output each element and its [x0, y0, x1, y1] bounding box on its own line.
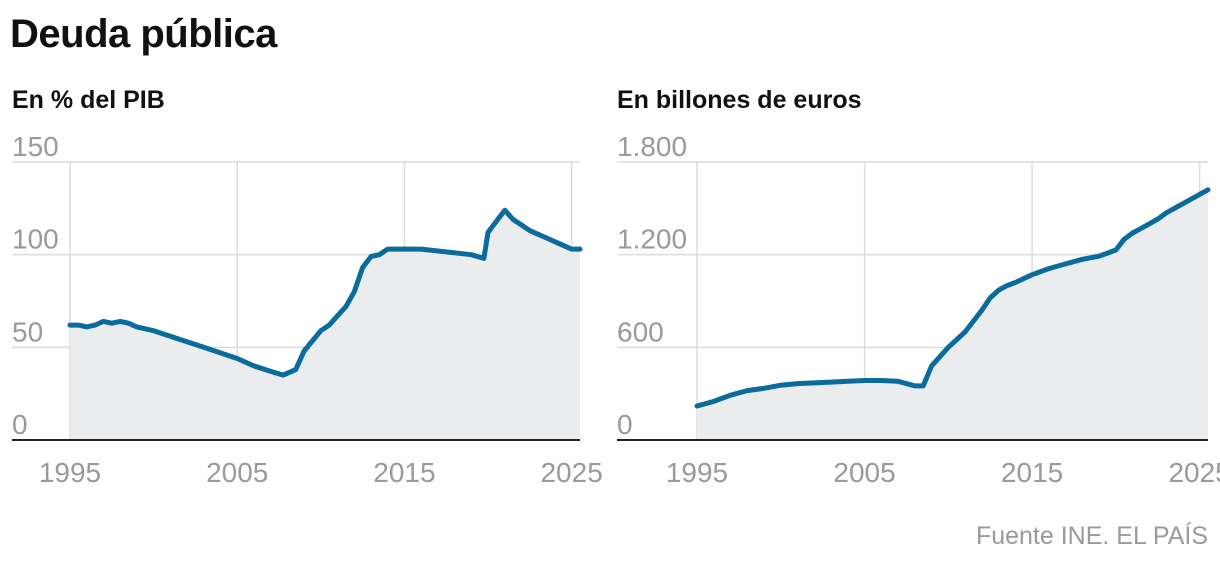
x-tick-label: 1995	[666, 457, 728, 488]
y-tick-label: 100	[12, 224, 59, 255]
x-tick-label: 2025	[540, 457, 602, 488]
x-tick-label: 2005	[206, 457, 268, 488]
x-tick-label: 2015	[373, 457, 435, 488]
x-tick-label: 2015	[1001, 457, 1063, 488]
y-tick-label: 0	[12, 409, 28, 440]
x-tick-label: 2005	[833, 457, 895, 488]
series-area	[70, 210, 580, 440]
chart-title: Deuda pública	[10, 12, 277, 56]
chart-debt-billion-euros: 0 600 1.200 1.800 1995 2005 2015 2025	[617, 131, 1220, 488]
y-tick-label: 1.200	[617, 224, 687, 255]
y-tick-label: 1.800	[617, 131, 687, 162]
y-tick-label: 600	[617, 316, 664, 347]
series-line	[694, 187, 1211, 409]
right-chart-subtitle: En billones de euros	[617, 86, 862, 114]
source-note: Fuente INE. EL PAÍS	[975, 522, 1208, 550]
x-tick-label: 1995	[39, 457, 101, 488]
y-tick-label: 150	[12, 131, 59, 162]
left-chart-subtitle: En % del PIB	[12, 86, 165, 114]
series-area	[697, 189, 1208, 440]
x-tick-label: 2025	[1168, 457, 1220, 488]
series-line	[67, 207, 583, 378]
chart-debt-percent-gdp: 0 50 100 150 1995 2005 2015 2025	[12, 131, 603, 488]
y-tick-label: 0	[617, 409, 633, 440]
y-tick-label: 50	[12, 316, 43, 347]
